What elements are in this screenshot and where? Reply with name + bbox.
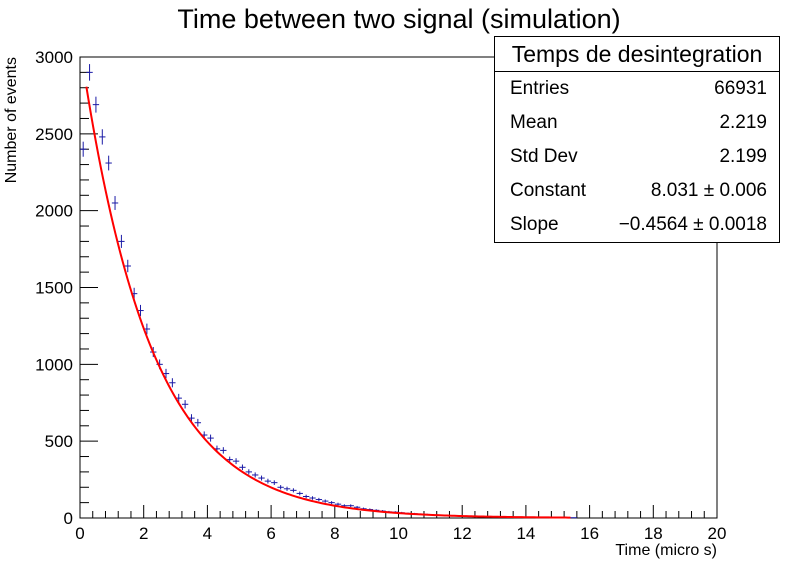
data-point xyxy=(328,501,335,505)
stats-key: Slope xyxy=(510,214,559,235)
stats-value: −0.4564 ± 0.0018 xyxy=(618,214,767,235)
stats-box: Temps de desintegration Entries 66931 Me… xyxy=(494,36,780,243)
stats-value: 8.031 ± 0.006 xyxy=(650,180,767,201)
data-point xyxy=(283,486,291,491)
x-tick-label: 20 xyxy=(708,524,727,543)
data-point xyxy=(309,496,316,500)
stats-row-slope: Slope −0.4564 ± 0.0018 xyxy=(495,208,779,242)
x-tick-label: 10 xyxy=(389,524,408,543)
stats-key: Entries xyxy=(510,78,570,99)
x-tick-label: 0 xyxy=(75,524,84,543)
data-point xyxy=(80,141,87,157)
stats-key: Mean xyxy=(510,112,558,133)
stats-key: Constant xyxy=(510,180,587,201)
data-point xyxy=(271,480,278,485)
stats-value: 2.219 xyxy=(719,112,767,133)
y-axis: 0 500 1000 1500 2000 2500 3000 xyxy=(35,48,98,528)
data-point xyxy=(92,96,100,113)
data-point xyxy=(347,504,354,508)
data-point xyxy=(105,155,112,171)
stats-value: 66931 xyxy=(714,78,767,99)
data-point xyxy=(258,475,265,481)
stats-row-std-dev: Std Dev 2.199 xyxy=(495,140,779,174)
stats-row-mean: Mean 2.219 xyxy=(495,106,779,140)
x-tick-label: 12 xyxy=(453,524,472,543)
data-point xyxy=(86,64,93,81)
y-tick-label: 2000 xyxy=(35,202,73,221)
y-tick-label: 3000 xyxy=(35,48,73,67)
stats-row-constant: Constant 8.031 ± 0.006 xyxy=(495,174,779,208)
data-point xyxy=(334,502,342,506)
data-point xyxy=(296,491,303,496)
data-point xyxy=(181,400,189,409)
fit-curve xyxy=(85,86,571,519)
stats-row-entries: Entries 66931 xyxy=(495,72,779,106)
x-tick-label: 8 xyxy=(330,524,339,543)
data-point xyxy=(220,447,227,454)
data-point xyxy=(99,129,106,145)
stats-value: 2.199 xyxy=(719,146,767,167)
x-tick-label: 2 xyxy=(139,524,148,543)
data-point xyxy=(194,418,202,427)
y-axis-label: Number of events xyxy=(3,57,20,183)
data-point xyxy=(207,434,214,442)
data-point xyxy=(290,488,297,493)
y-tick-label: 1500 xyxy=(35,279,73,298)
data-point xyxy=(118,234,125,248)
x-tick-label: 6 xyxy=(266,524,275,543)
stats-title: Temps de desintegration xyxy=(495,37,779,72)
data-point xyxy=(322,499,329,503)
data-point xyxy=(124,259,131,273)
data-point xyxy=(277,485,284,490)
data-point xyxy=(232,458,240,465)
data-point xyxy=(239,464,246,471)
x-tick-label: 16 xyxy=(580,524,599,543)
y-tick-label: 2500 xyxy=(35,125,73,144)
data-point xyxy=(302,494,310,499)
y-tick-label: 0 xyxy=(64,509,73,528)
data-point xyxy=(245,469,252,475)
data-point xyxy=(111,196,119,210)
x-tick-label: 18 xyxy=(644,524,663,543)
data-point xyxy=(264,478,272,484)
data-point xyxy=(169,378,176,388)
x-tick-label: 14 xyxy=(516,524,535,543)
y-tick-label: 1000 xyxy=(35,355,73,374)
x-axis-label: Time (micro s) xyxy=(615,542,717,559)
stats-key: Std Dev xyxy=(510,146,578,167)
y-tick-label: 500 xyxy=(45,432,73,451)
data-point xyxy=(162,368,170,379)
data-point xyxy=(315,497,323,502)
x-axis: 0 2 4 6 8 10 12 14 16 18 20 xyxy=(75,505,726,543)
data-point xyxy=(251,472,259,478)
chart-title: Time between two signal (simulation) xyxy=(177,4,620,34)
x-tick-label: 4 xyxy=(203,524,212,543)
